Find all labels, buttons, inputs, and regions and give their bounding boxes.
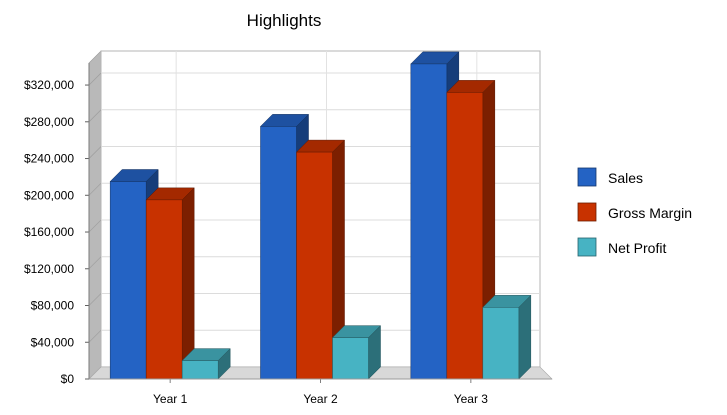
gridline-y-side — [88, 256, 102, 270]
y-tick-label: $120,000 — [24, 262, 74, 276]
y-tick-label: $160,000 — [24, 225, 74, 239]
legend-swatch — [577, 167, 597, 187]
y-tick-label: $240,000 — [24, 152, 74, 166]
bar-front — [410, 63, 448, 380]
legend-label: Sales — [608, 170, 643, 186]
bar-front — [260, 126, 297, 380]
legend-item-net-profit: Net Profit — [577, 237, 666, 257]
x-tick-label: Year 3 — [454, 392, 489, 406]
bar-front — [109, 181, 147, 380]
gridline-y-side — [88, 146, 102, 159]
legend-label: Gross Margin — [608, 205, 692, 221]
legend-item-sales: Sales — [577, 167, 643, 187]
x-tick-label: Year 2 — [303, 392, 338, 406]
bar-gross-margin — [145, 187, 195, 380]
legend-label: Net Profit — [608, 240, 666, 256]
gridline-y-side — [88, 329, 102, 343]
gridline-y-side — [88, 72, 102, 86]
legend-swatch — [577, 202, 597, 222]
y-axis: $0 $40,000 $80,000 $120,000 $160,000 $200,000… — [24, 63, 90, 386]
gridline-y-side — [88, 109, 102, 123]
chart-title: Highlights — [247, 11, 322, 30]
y-tick-label: $0 — [61, 372, 75, 386]
bar-front — [446, 92, 484, 380]
x-axis: Year 1 Year 2 Year 3 — [89, 378, 552, 406]
bars — [109, 51, 532, 380]
y-tick-label: $80,000 — [31, 299, 75, 313]
bar-side — [518, 294, 532, 380]
y-tick-label: $40,000 — [31, 335, 75, 349]
bar-gross-margin — [295, 139, 346, 380]
bar-net-profit — [482, 294, 532, 380]
bar-net-profit — [331, 325, 382, 380]
y-tick-label: $280,000 — [24, 115, 74, 129]
bar-front — [482, 307, 520, 380]
gridline-y-side — [88, 182, 102, 196]
bar-front — [181, 360, 219, 380]
y-tick-label: $320,000 — [24, 78, 74, 92]
y-tick-label: $200,000 — [24, 188, 74, 202]
bar-front — [145, 199, 183, 380]
gridline-y-side — [88, 219, 102, 233]
bar-net-profit — [181, 348, 231, 380]
x-tick-label: Year 1 — [153, 392, 188, 406]
bar-front — [332, 337, 369, 380]
gridline-y-side — [88, 293, 102, 306]
left-wall — [88, 50, 102, 380]
legend: Sales Gross Margin Net Profit — [577, 167, 692, 257]
bar-front — [296, 151, 333, 380]
legend-item-gross-margin: Gross Margin — [577, 202, 692, 222]
legend-swatch — [577, 237, 597, 257]
